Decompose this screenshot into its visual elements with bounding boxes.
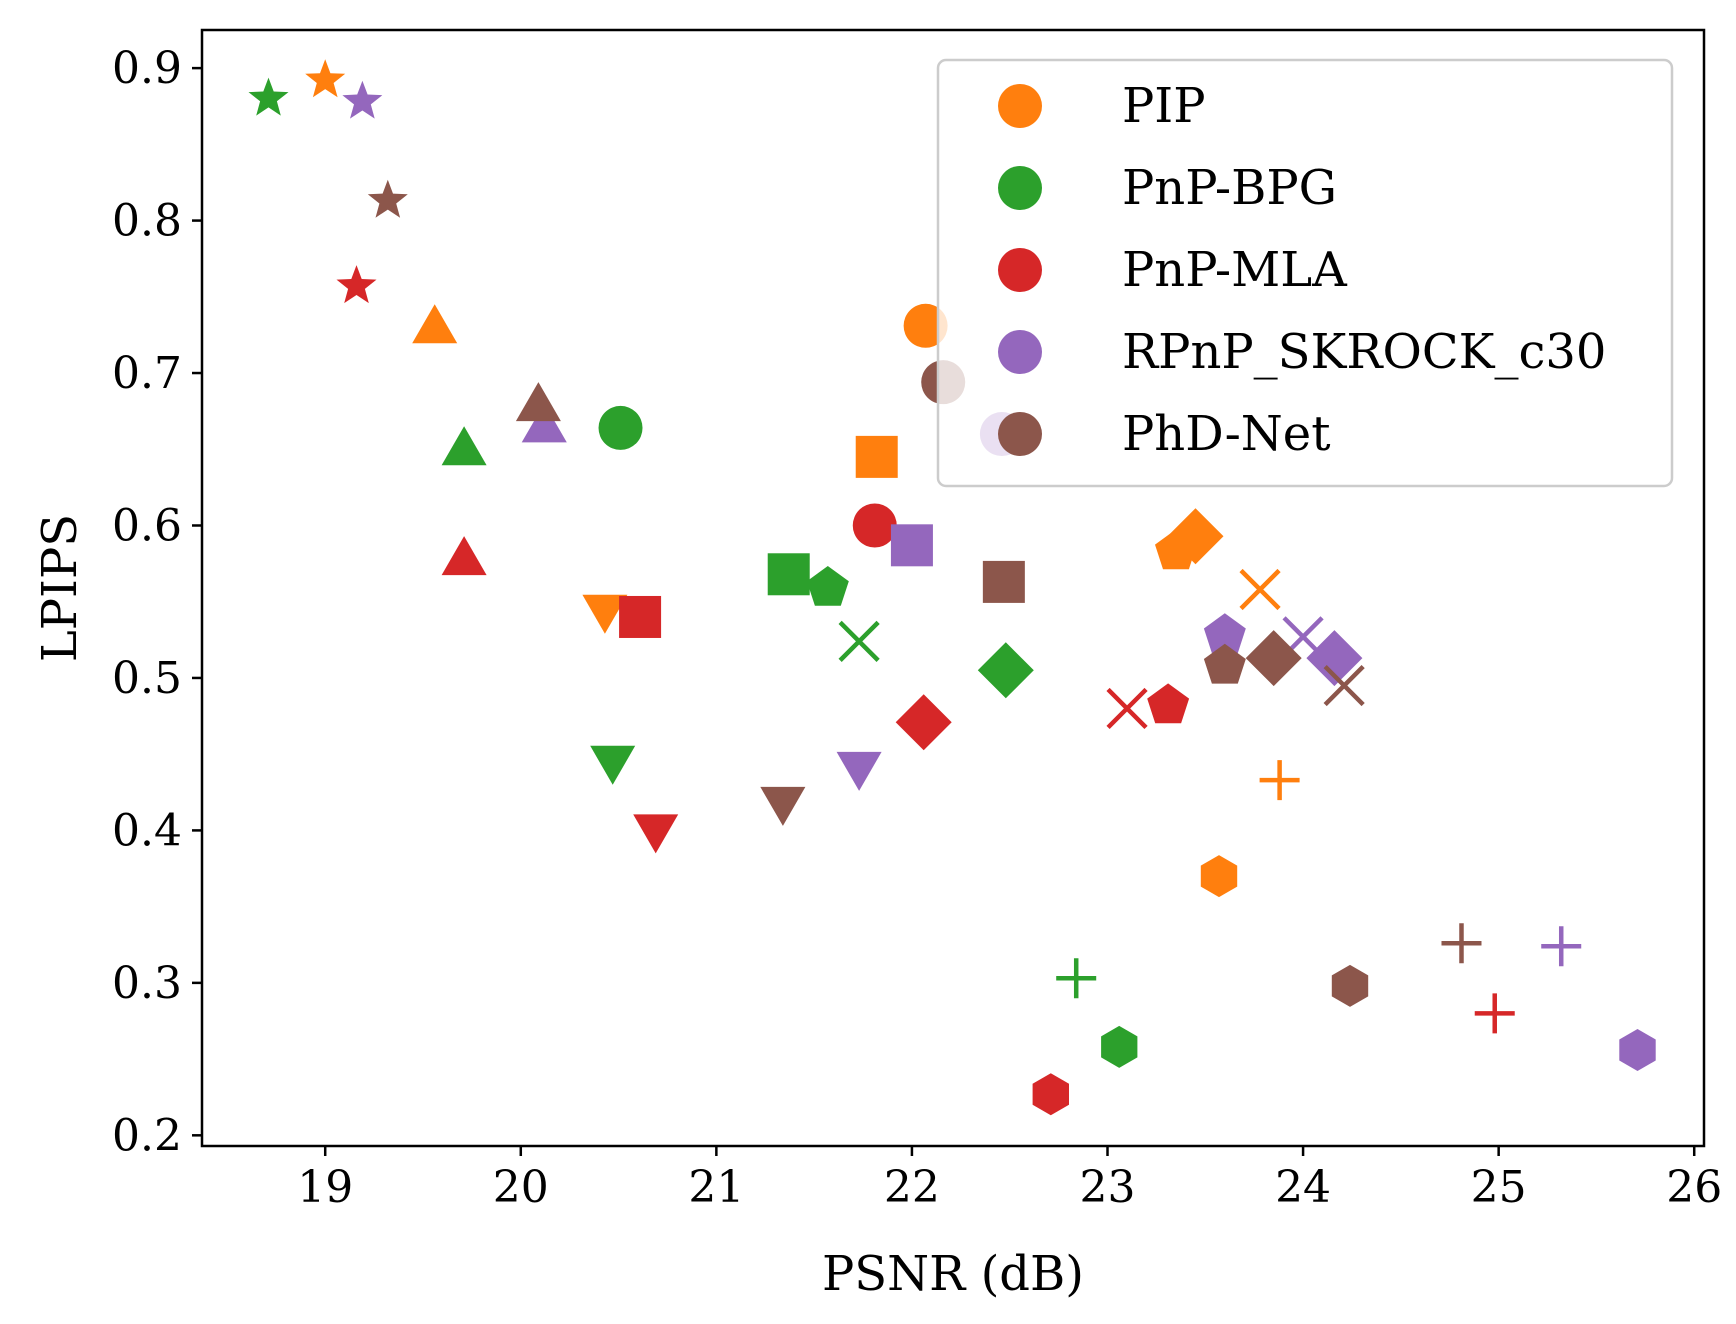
series-pnp-bpg [248,77,1138,1068]
y-tick-label: 0.5 [112,653,182,704]
series-pnp-mla [336,265,1515,1116]
legend-marker [998,330,1042,374]
data-point-square [619,595,662,638]
data-point-pentagon [1203,643,1246,684]
data-point-x [838,620,880,662]
data-point-triangle-down [633,814,679,854]
legend-label: PhD-Net [1122,406,1331,462]
legend-marker [998,412,1042,456]
data-point-circle [852,503,897,548]
data-point-triangle-up [412,304,458,344]
data-point-plus [1259,760,1300,801]
data-point-diamond [1245,630,1302,687]
legend-marker [998,166,1042,210]
data-point-star [367,179,408,218]
series-pip [305,59,1300,898]
x-tick-label: 21 [688,1162,744,1213]
data-point-plus [1056,958,1097,999]
data-point-plus [1541,926,1582,967]
data-point-circle [598,405,643,450]
data-point-diamond [895,694,952,751]
data-point-triangle-down [582,594,628,634]
data-point-diamond [977,642,1034,699]
y-tick-label: 0.7 [112,348,182,399]
data-point-plus [1474,993,1515,1034]
data-point-hexagon [1101,1025,1138,1068]
data-point-triangle-down [760,786,806,826]
data-point-x [1106,687,1148,730]
legend-marker [998,84,1042,128]
y-tick-label: 0.3 [112,958,182,1009]
data-point-star [336,265,377,304]
data-point-triangle-up [441,536,487,576]
x-axis-label: PSNR (dB) [822,1246,1084,1302]
y-tick-label: 0.9 [112,43,182,94]
data-point-triangle-up [441,426,487,466]
data-point-diamond [1306,630,1363,687]
x-tick-label: 20 [493,1162,549,1213]
data-points-layer [248,59,1656,1116]
data-point-hexagon [1200,855,1238,898]
plot-area-frame [200,28,1706,1148]
data-point-square [855,435,898,478]
data-point-star [305,59,346,98]
data-point-hexagon [1619,1029,1656,1071]
data-point-triangle-up [521,403,567,443]
legend-box [936,58,1674,488]
legend-label: PnP-BPG [1122,160,1337,216]
x-tick-label: 22 [884,1162,940,1213]
data-point-diamond [1167,508,1224,565]
data-point-star [248,77,289,116]
data-point-circle [903,303,948,348]
data-point-square [767,553,810,596]
y-tick-label: 0.4 [112,805,182,856]
legend-label: PnP-MLA [1122,242,1348,298]
legend: PIP PnP-BPG PnP-MLA RPnP_SKROCK_c30 PhD-Net [936,58,1674,488]
legend-marker [998,248,1042,292]
y-axis-label: LPIPS [32,514,88,662]
data-point-pentagon [1147,683,1190,724]
data-point-x [1239,568,1281,611]
data-point-pentagon [1203,613,1246,654]
x-tick-label: 26 [1666,1162,1722,1213]
data-point-square [890,524,933,567]
data-point-plus [1441,923,1482,964]
x-tick-label: 24 [1275,1162,1331,1213]
data-point-pentagon [806,566,849,606]
y-tick-label: 0.6 [112,500,182,551]
x-tick-label: 19 [297,1162,353,1213]
data-point-triangle-down [836,751,882,791]
data-point-hexagon [1032,1073,1069,1116]
y-tick-label: 0.8 [112,196,182,247]
legend-label: PIP [1122,78,1206,134]
y-tick-label: 0.2 [112,1110,182,1161]
x-tick-label: 23 [1080,1162,1136,1213]
x-axis: 19 20 21 22 23 24 25 26 [297,1146,1722,1213]
data-point-triangle-down [590,745,636,785]
y-axis: 0.2 0.3 0.4 0.5 0.6 0.7 0.8 0.9 [112,43,202,1161]
data-point-square [982,560,1025,603]
legend-label: RPnP_SKROCK_c30 [1122,324,1606,380]
data-point-x [1323,664,1365,707]
x-tick-label: 25 [1471,1162,1527,1213]
data-point-star [342,80,383,119]
data-point-triangle-up [515,382,561,422]
data-point-hexagon [1331,964,1369,1007]
